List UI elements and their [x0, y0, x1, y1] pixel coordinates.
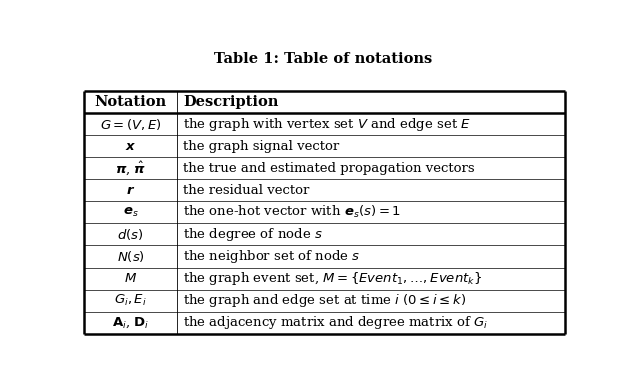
Text: $G = (V, E)$: $G = (V, E)$	[100, 117, 161, 131]
Text: Description: Description	[183, 95, 278, 109]
Text: $\mathbf{A}_i$, $\mathbf{D}_i$: $\mathbf{A}_i$, $\mathbf{D}_i$	[112, 315, 149, 330]
Text: the graph and edge set at time $i$ $(0 \leq i \leq k)$: the graph and edge set at time $i$ $(0 \…	[183, 292, 466, 309]
Text: $\boldsymbol{x}$: $\boldsymbol{x}$	[125, 139, 136, 153]
Text: the graph event set, $M = \{Event_1, \ldots, Event_k\}$: the graph event set, $M = \{Event_1, \ld…	[183, 270, 483, 287]
Text: $d(s)$: $d(s)$	[117, 227, 144, 242]
Text: $\boldsymbol{e}_s$: $\boldsymbol{e}_s$	[123, 206, 139, 219]
Text: $G_i, E_i$: $G_i, E_i$	[114, 293, 147, 308]
Text: the neighbor set of node $s$: the neighbor set of node $s$	[183, 248, 361, 265]
Text: $M$: $M$	[124, 272, 137, 285]
Text: the true and estimated propagation vectors: the true and estimated propagation vecto…	[183, 162, 475, 175]
Text: $N(s)$: $N(s)$	[117, 249, 144, 264]
Text: Notation: Notation	[94, 95, 166, 109]
Text: Table 1: Table of notations: Table 1: Table of notations	[214, 52, 432, 66]
Text: $\boldsymbol{\pi}$, $\hat{\boldsymbol{\pi}}$: $\boldsymbol{\pi}$, $\hat{\boldsymbol{\p…	[115, 160, 146, 177]
Text: the adjacency matrix and degree matrix of $G_i$: the adjacency matrix and degree matrix o…	[183, 314, 489, 331]
Text: the residual vector: the residual vector	[183, 184, 310, 197]
Text: the degree of node $s$: the degree of node $s$	[183, 226, 323, 243]
Text: the graph signal vector: the graph signal vector	[183, 139, 340, 153]
Text: the one-hot vector with $\boldsymbol{e}_s(s) = 1$: the one-hot vector with $\boldsymbol{e}_…	[183, 204, 401, 220]
Text: the graph with vertex set $V$ and edge set $E$: the graph with vertex set $V$ and edge s…	[183, 116, 471, 133]
Text: $\boldsymbol{r}$: $\boldsymbol{r}$	[126, 184, 135, 197]
